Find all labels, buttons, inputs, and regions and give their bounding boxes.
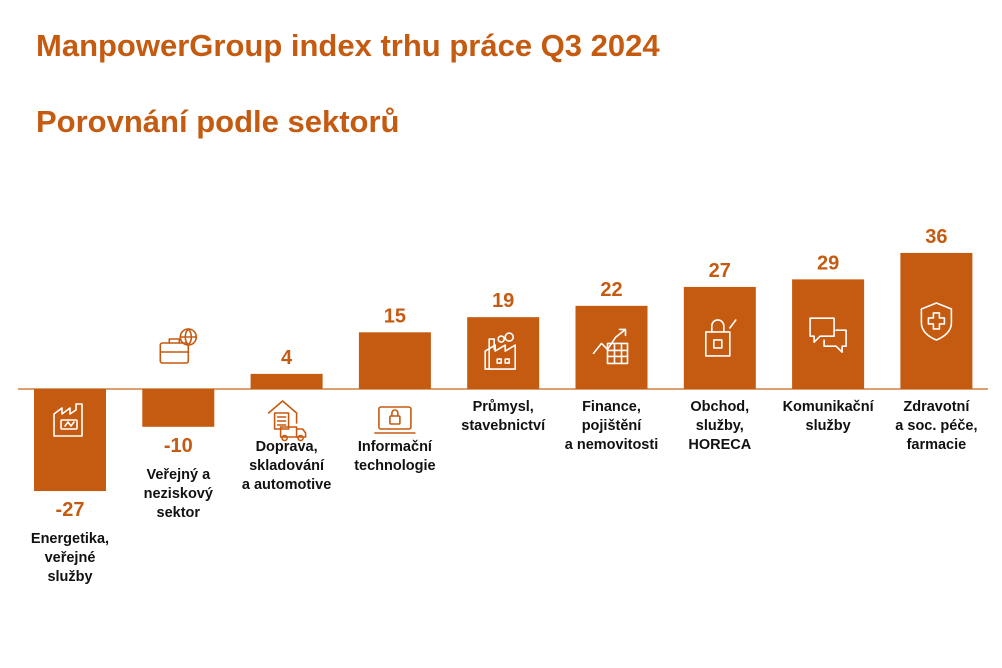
bar-3 (358, 332, 431, 389)
chart-table-icon (592, 328, 629, 365)
category-label-1: Veřejný a neziskový sektor (144, 467, 213, 521)
bar-1 (142, 389, 215, 427)
category-label-4: Průmysl, stavebnictví (461, 399, 546, 434)
medical-shield-icon (920, 302, 953, 341)
bar-8 (900, 252, 973, 389)
category-label-2: Doprava, skladování a automotive (242, 439, 331, 493)
shopping-bag-icon (704, 319, 737, 357)
briefcase-globe-icon (159, 328, 198, 364)
category-label-5: Finance, pojištění a nemovitosti (565, 399, 658, 453)
laptop-lock-icon (374, 406, 416, 434)
bar-4 (467, 317, 540, 389)
bar-7 (792, 279, 865, 389)
category-label-6: Obchod, služby, HORECA (688, 399, 751, 453)
bar-6 (683, 286, 756, 389)
category-label-3: Informační technologie (354, 439, 435, 474)
chart-title: ManpowerGroup index trhu práce Q3 2024 (36, 28, 660, 63)
data-label-6: 27 (709, 260, 731, 282)
factory-battery-icon (53, 403, 83, 437)
factory-icon (484, 332, 517, 370)
data-label-2: 4 (281, 347, 293, 369)
data-label-5: 22 (600, 279, 622, 301)
category-label-0: Energetika, veřejné služby (31, 531, 109, 585)
bar-0 (34, 389, 106, 492)
data-label-8: 36 (925, 226, 947, 248)
data-label-4: 19 (492, 290, 514, 312)
chat-bubbles-icon (809, 317, 847, 353)
bar-2 (250, 373, 323, 389)
category-label-7: Komunikační služby (783, 399, 875, 434)
data-label-1: -10 (164, 435, 193, 457)
bar-5 (575, 305, 648, 389)
chart-subtitle: Porovnání podle sektorů (36, 104, 400, 139)
data-label-3: 15 (384, 305, 406, 327)
category-label-8: Zdravotní a soc. péče, farmacie (895, 399, 977, 453)
data-label-0: -27 (56, 499, 85, 521)
warehouse-truck-icon (267, 400, 307, 442)
data-label-7: 29 (817, 252, 839, 274)
